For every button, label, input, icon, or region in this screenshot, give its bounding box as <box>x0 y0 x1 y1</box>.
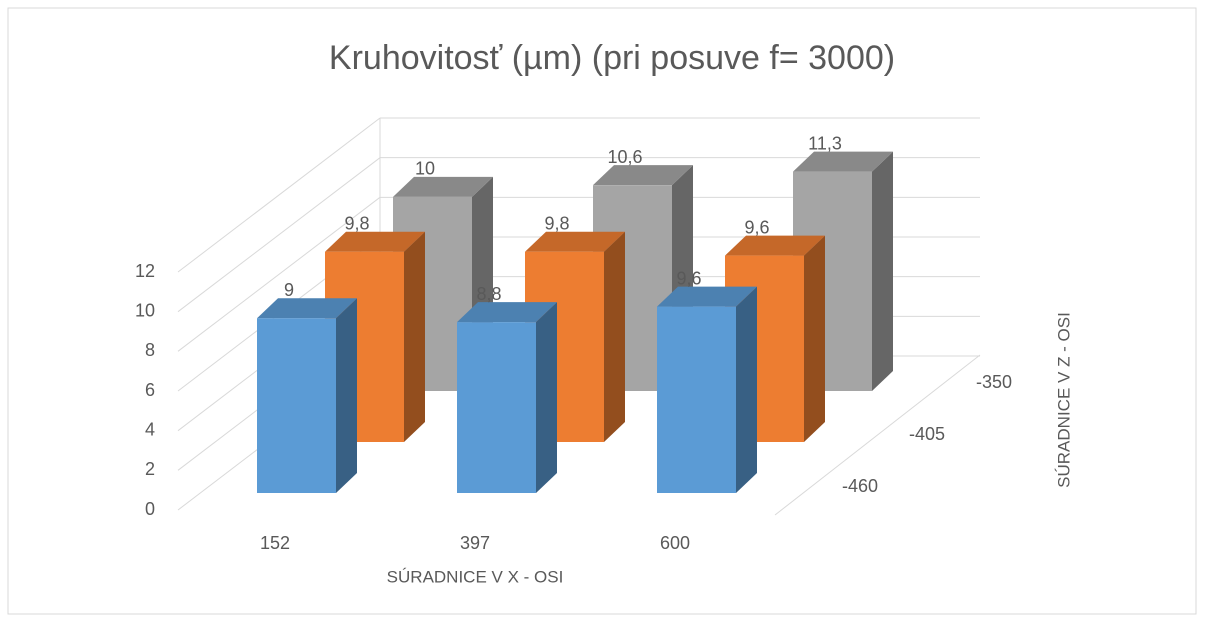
grid-line <box>177 196 381 352</box>
bar-top <box>325 231 425 252</box>
bar-side <box>404 231 425 442</box>
x-tick-label: 600 <box>660 533 690 553</box>
z-tick-label: -350 <box>976 372 1012 392</box>
data-label: 9,6 <box>744 217 769 237</box>
data-label: 9,8 <box>344 213 369 233</box>
z-axis-label: SÚRADNICE V Z - OSI <box>1054 312 1073 488</box>
bar <box>257 318 336 493</box>
bar-side <box>736 286 757 493</box>
bar-side <box>604 231 625 442</box>
data-label: 8,8 <box>476 284 501 304</box>
bar-top <box>257 298 357 319</box>
y-tick-label: 8 <box>145 340 155 360</box>
y-tick-label: 0 <box>145 499 155 519</box>
bar-top <box>393 176 493 197</box>
data-label: 10,6 <box>607 147 642 167</box>
bar-top <box>793 151 893 172</box>
grid-line <box>177 157 381 313</box>
data-label: 11,3 <box>808 133 842 153</box>
y-tick-label: 6 <box>145 380 155 400</box>
x-axis-label: SÚRADNICE V X - OSI <box>387 567 564 586</box>
grid-line <box>177 117 381 273</box>
bar <box>457 322 536 493</box>
bar-top <box>457 302 557 323</box>
y-tick-label: 2 <box>145 459 155 479</box>
bar-top <box>525 231 625 252</box>
bar-side <box>536 302 557 493</box>
chart-title: Kruhovitosť (µm) (pri posuve f= 3000) <box>329 39 895 77</box>
floor-edge <box>774 354 981 516</box>
bar-top <box>725 235 825 256</box>
bar-side <box>872 151 893 391</box>
data-label: 9,6 <box>676 268 701 288</box>
data-label: 9 <box>284 280 294 300</box>
bar-side <box>336 298 357 493</box>
y-tick-label: 10 <box>135 300 155 320</box>
bar <box>657 306 736 493</box>
x-tick-label: 152 <box>260 533 290 553</box>
data-label: 9,8 <box>544 213 569 233</box>
z-tick-label: -405 <box>909 424 945 444</box>
bar-top <box>657 286 757 307</box>
bar-side <box>804 235 825 442</box>
y-tick-label: 4 <box>145 419 155 439</box>
bar-top <box>593 165 693 186</box>
y-tick-label: 12 <box>135 261 155 281</box>
data-label: 10 <box>415 159 435 179</box>
x-tick-label: 397 <box>460 533 490 553</box>
z-tick-label: -460 <box>842 476 878 496</box>
